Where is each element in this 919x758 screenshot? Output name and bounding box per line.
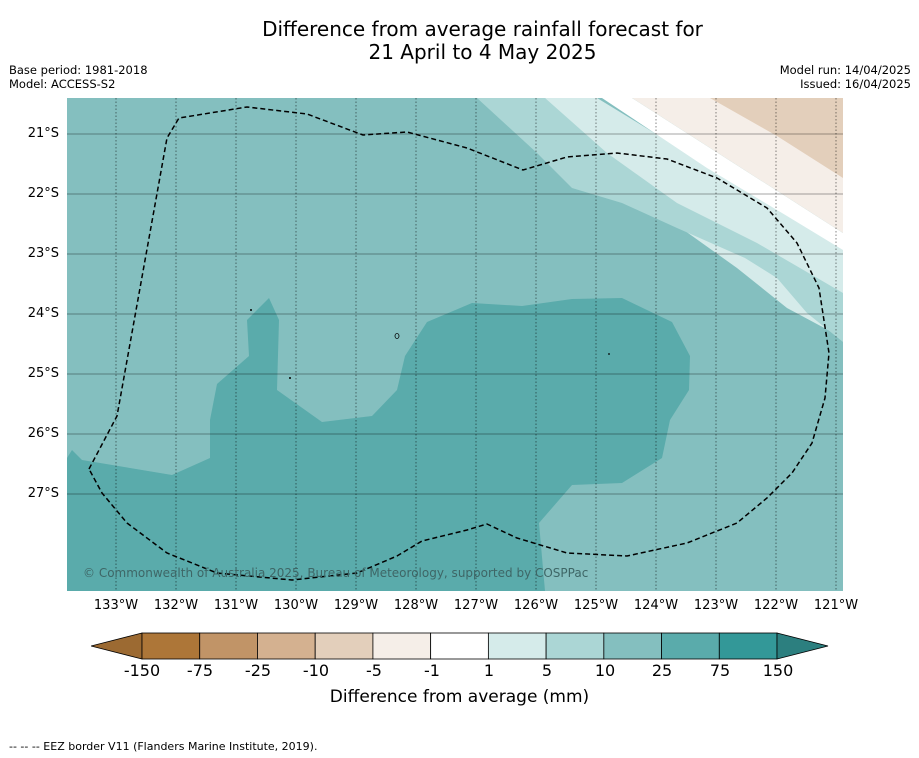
lon-label: 129°W [333, 598, 379, 613]
eez-legend-note: -- -- -- EEZ border V11 (Flanders Marine… [9, 740, 318, 753]
colorbar-tick: 10 [594, 661, 616, 680]
lon-label: 132°W [153, 598, 199, 613]
colorbar [91, 632, 829, 660]
lon-label: 128°W [393, 598, 439, 613]
field-25-75 [67, 298, 690, 591]
colorbar-cell [661, 632, 720, 660]
field-minus10-minus5 [710, 98, 843, 178]
colorbar-tick: -10 [302, 661, 330, 680]
lat-label: 24°S [27, 306, 59, 321]
lon-label: 125°W [573, 598, 619, 613]
colorbar-tick: 5 [541, 661, 553, 680]
lat-label: 23°S [27, 246, 59, 261]
lat-label: 25°S [27, 366, 59, 381]
lat-label: 21°S [27, 126, 59, 141]
colorbar-cell [487, 632, 547, 660]
lat-label: 26°S [27, 426, 59, 441]
colorbar-tick: 1 [483, 661, 495, 680]
colorbar-tick: -25 [244, 661, 272, 680]
field-5-10 [477, 98, 843, 342]
lon-label: 123°W [693, 598, 739, 613]
colorbar-title: Difference from average (mm) [329, 687, 590, 707]
colorbar-tick: -5 [366, 661, 382, 680]
colorbar-cell [603, 632, 662, 660]
lon-label: 121°W [813, 598, 859, 613]
lon-label: 122°W [753, 598, 799, 613]
copyright-notice: © Commonwealth of Australia 2025, Bureau… [83, 566, 589, 580]
model-name: Model: ACCESS-S2 [9, 77, 116, 91]
colorbar-cell [372, 632, 432, 660]
colorbar-tick: -150 [123, 661, 161, 680]
colorbar-cell [545, 632, 605, 660]
map-graticule [67, 133, 843, 495]
lon-label: 126°W [513, 598, 559, 613]
colorbar-tick: 150 [762, 661, 794, 680]
model-run: Model run: 14/04/2025 [779, 63, 911, 77]
map-canvas [67, 98, 843, 591]
lon-label: 124°W [633, 598, 679, 613]
colorbar-cell [199, 632, 258, 660]
field-minus1-1 [602, 98, 843, 250]
eez-border [88, 106, 830, 581]
colorbar-over-arrow [776, 632, 829, 660]
colorbar-tick: 75 [709, 661, 731, 680]
colorbar-cell [430, 632, 489, 660]
forecast-metadata-left: Base period: 1981-2018 Model: ACCESS-S2 [9, 63, 148, 91]
map-title: Difference from average rainfall forecas… [0, 18, 919, 64]
lon-label: 130°W [273, 598, 319, 613]
title-line-1: Difference from average rainfall forecas… [262, 17, 703, 41]
colorbar-cell [718, 632, 778, 660]
issued-date: Issued: 16/04/2025 [800, 77, 911, 91]
lon-label: 133°W [93, 598, 139, 613]
base-period: Base period: 1981-2018 [9, 63, 148, 77]
colorbar-under-arrow [91, 632, 143, 660]
map-meridians [115, 98, 837, 591]
colorbar-tick: -1 [424, 661, 440, 680]
lon-label: 131°W [213, 598, 259, 613]
lat-label: 27°S [27, 486, 59, 501]
colorbar-tick: -75 [186, 661, 214, 680]
colorbar-cell [314, 632, 374, 660]
colorbar-cell [257, 632, 316, 660]
lon-label: 127°W [453, 598, 499, 613]
colorbar-cell [141, 632, 201, 660]
lat-label: 22°S [27, 186, 59, 201]
forecast-metadata-right: Model run: 14/04/2025 Issued: 16/04/2025 [780, 63, 911, 91]
forecast-map [67, 98, 843, 591]
title-line-2: 21 April to 4 May 2025 [368, 40, 597, 64]
colorbar-tick: 25 [651, 661, 673, 680]
colorbar-cells [141, 632, 778, 660]
islands [250, 309, 610, 379]
